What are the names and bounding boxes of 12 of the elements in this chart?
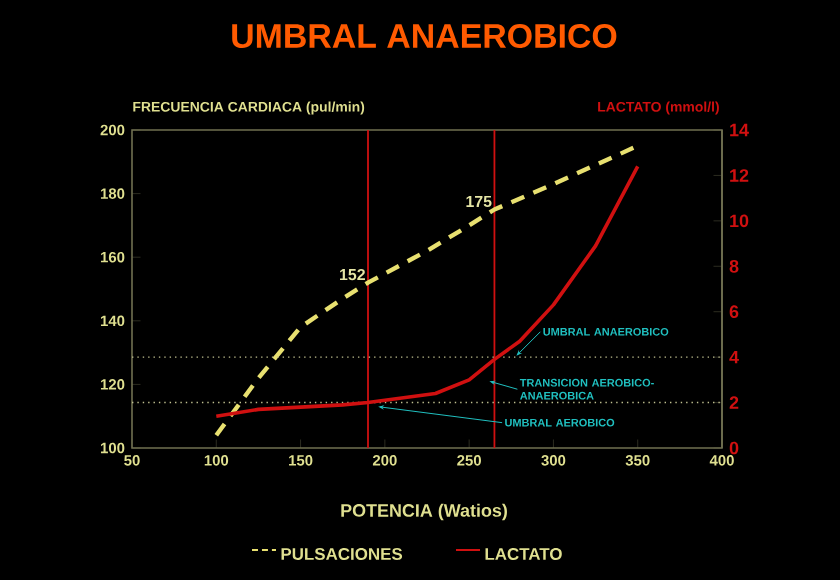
legend-label: LACTATO [485, 548, 562, 560]
y2-tick-label: 4 [729, 350, 739, 364]
x-axis-title: POTENCIA (Watios) [341, 503, 507, 521]
y2-tick-label: 10 [730, 214, 749, 228]
y2-tick-label: 0 [729, 441, 739, 455]
legend-label: PULSACIONES [281, 548, 403, 560]
y2-tick-label: 12 [730, 169, 749, 182]
y2-tick-label: 14 [730, 123, 749, 137]
y2-tick-label: 2 [729, 396, 739, 409]
chart-title: UMBRAL ANAEROBICO [232, 24, 617, 48]
y2-tick-label: 8 [729, 259, 739, 273]
y2-tick-label: 6 [729, 305, 739, 319]
